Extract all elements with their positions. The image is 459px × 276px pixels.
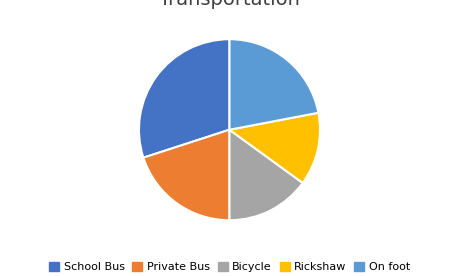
Wedge shape <box>139 39 230 158</box>
Wedge shape <box>143 130 230 220</box>
Wedge shape <box>230 39 319 130</box>
Wedge shape <box>230 130 303 220</box>
Title: Transportation: Transportation <box>159 0 300 9</box>
Wedge shape <box>230 113 320 183</box>
Legend: School Bus, Private Bus, Bicycle, Rickshaw, On foot: School Bus, Private Bus, Bicycle, Ricksh… <box>45 258 414 276</box>
